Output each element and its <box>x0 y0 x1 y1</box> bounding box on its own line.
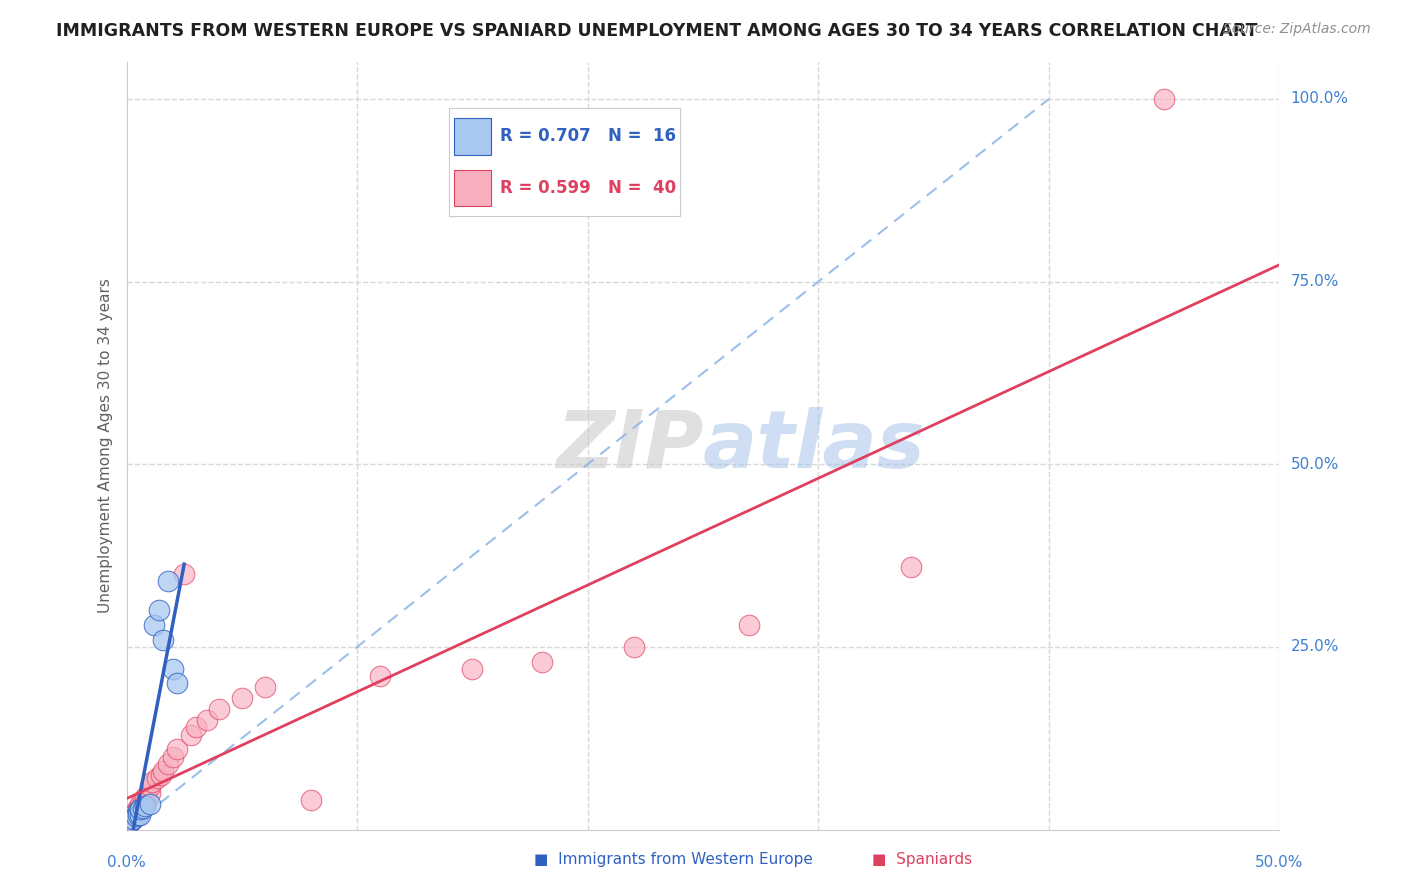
Point <box>143 618 166 632</box>
Point <box>166 742 188 756</box>
Point <box>208 702 231 716</box>
Text: ■  Immigrants from Western Europe: ■ Immigrants from Western Europe <box>534 852 813 867</box>
Point <box>148 603 170 617</box>
Point <box>129 808 152 822</box>
Point <box>173 566 195 581</box>
Point <box>141 775 163 789</box>
Point <box>127 805 149 819</box>
Text: Source: ZipAtlas.com: Source: ZipAtlas.com <box>1223 22 1371 37</box>
Text: 75.0%: 75.0% <box>1291 274 1339 289</box>
Point <box>152 764 174 778</box>
Point <box>118 815 141 830</box>
Point <box>134 789 156 804</box>
Point <box>134 799 156 814</box>
Text: atlas: atlas <box>703 407 925 485</box>
Point <box>127 808 149 822</box>
Point <box>127 800 149 814</box>
Point <box>125 805 148 819</box>
Point <box>125 809 148 823</box>
Point <box>136 792 159 806</box>
Point <box>152 632 174 647</box>
Point <box>122 812 145 826</box>
Point <box>122 808 145 822</box>
Point <box>138 786 160 800</box>
Point <box>1153 92 1175 106</box>
Point <box>162 662 184 676</box>
Point <box>131 799 153 814</box>
Point <box>180 728 202 742</box>
Point <box>122 812 145 826</box>
Point <box>150 768 173 782</box>
Point <box>129 797 152 811</box>
Point <box>129 802 152 816</box>
Point <box>738 618 761 632</box>
Point <box>461 662 484 676</box>
Point <box>530 655 553 669</box>
Y-axis label: Unemployment Among Ages 30 to 34 years: Unemployment Among Ages 30 to 34 years <box>97 278 112 614</box>
Point <box>131 793 153 807</box>
Text: 25.0%: 25.0% <box>1291 640 1339 655</box>
Text: ZIP: ZIP <box>555 407 703 485</box>
Point <box>299 793 322 807</box>
Point <box>157 756 180 771</box>
Point <box>195 713 218 727</box>
Text: IMMIGRANTS FROM WESTERN EUROPE VS SPANIARD UNEMPLOYMENT AMONG AGES 30 TO 34 YEAR: IMMIGRANTS FROM WESTERN EUROPE VS SPANIA… <box>56 22 1258 40</box>
Point <box>129 802 152 816</box>
Point <box>368 669 391 683</box>
Point <box>131 800 153 814</box>
Point <box>623 640 645 654</box>
Point <box>134 795 156 809</box>
Text: 50.0%: 50.0% <box>1291 457 1339 472</box>
Point <box>253 680 276 694</box>
Point <box>125 809 148 823</box>
Point <box>166 676 188 690</box>
Point <box>157 574 180 589</box>
Text: ■  Spaniards: ■ Spaniards <box>872 852 972 867</box>
Point <box>184 720 207 734</box>
Point <box>127 808 149 822</box>
Text: 100.0%: 100.0% <box>1291 92 1348 106</box>
Point <box>127 805 149 819</box>
Point <box>162 749 184 764</box>
Point <box>231 691 253 706</box>
Point <box>900 559 922 574</box>
Point <box>120 814 142 828</box>
Point <box>120 814 142 828</box>
Point <box>138 797 160 811</box>
Point <box>145 772 167 786</box>
Point <box>138 779 160 793</box>
Text: 50.0%: 50.0% <box>1256 855 1303 870</box>
Text: 0.0%: 0.0% <box>107 855 146 870</box>
